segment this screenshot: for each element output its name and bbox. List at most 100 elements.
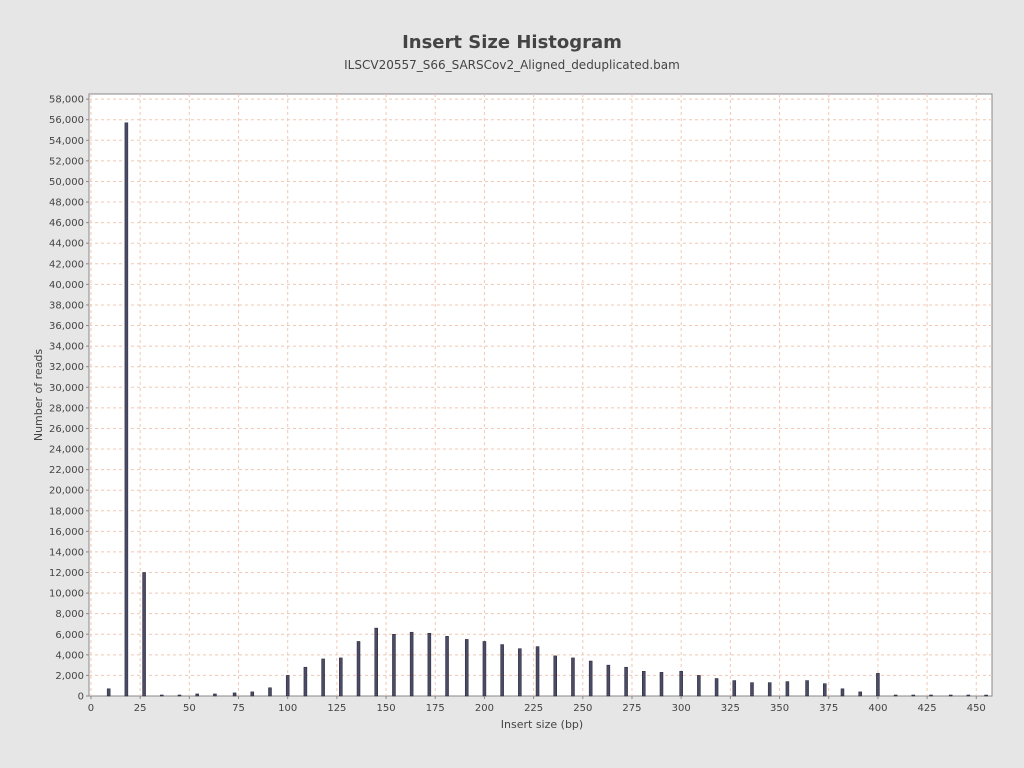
x-tick-label: 425: [918, 703, 937, 714]
x-tick-label: 150: [377, 703, 396, 714]
y-tick-label: 56,000: [49, 115, 84, 126]
y-tick-label: 52,000: [49, 156, 84, 167]
histogram-bar: [785, 681, 790, 697]
histogram-bar: [642, 671, 646, 697]
histogram-bar: [195, 693, 199, 697]
y-tick-label: 4,000: [55, 650, 84, 661]
histogram-bar: [858, 691, 862, 697]
y-tick-label: 54,000: [49, 136, 84, 147]
histogram-bar: [929, 694, 933, 697]
y-tick-label: 44,000: [49, 239, 84, 250]
histogram-bar: [823, 683, 827, 697]
y-tick-label: 40,000: [49, 280, 84, 291]
y-tick-label: 24,000: [49, 445, 84, 456]
bars: [106, 122, 988, 697]
axes: [86, 98, 977, 699]
y-tick-label: 10,000: [49, 589, 84, 600]
histogram-bar: [571, 657, 575, 697]
histogram-bar: [624, 666, 628, 697]
histogram-bar: [840, 688, 845, 697]
histogram-bar: [177, 694, 182, 697]
histogram-bar: [714, 678, 719, 697]
histogram-bar: [948, 694, 953, 697]
y-tick-label: 58,000: [49, 95, 84, 106]
x-tick-label: 400: [868, 703, 887, 714]
y-tick-label: 18,000: [49, 506, 84, 517]
y-tick-label: 0: [78, 692, 84, 703]
histogram-bar: [213, 693, 217, 697]
y-tick-label: 6,000: [55, 630, 84, 641]
histogram-bar: [321, 658, 325, 697]
x-tick-label: 0: [88, 703, 94, 714]
histogram-bar: [876, 673, 880, 697]
y-tick-label: 42,000: [49, 259, 84, 270]
x-tick-label: 200: [475, 703, 494, 714]
x-tick-label: 300: [672, 703, 691, 714]
histogram-bar: [482, 641, 487, 697]
histogram-bar: [966, 694, 971, 697]
y-tick-label: 20,000: [49, 486, 84, 497]
histogram-bar: [409, 631, 414, 697]
histogram-bar: [588, 660, 593, 697]
y-tick-label: 34,000: [49, 342, 84, 353]
chart-title: Insert Size Histogram: [402, 32, 622, 53]
histogram-bar: [911, 694, 916, 697]
tick-labels: 0 2,000 4,000 6,000 8,000 10,000 12,000 14,000 1…: [49, 95, 986, 714]
histogram-bar: [659, 672, 664, 697]
y-tick-label: 14,000: [49, 547, 84, 558]
histogram-bar: [268, 687, 272, 697]
histogram-bar: [339, 657, 343, 697]
histogram-bar: [518, 648, 522, 697]
histogram-bar: [392, 634, 396, 697]
histogram-bar: [767, 682, 772, 697]
histogram-bar: [303, 666, 308, 697]
histogram-bar: [285, 675, 290, 697]
y-tick-label: 16,000: [49, 527, 84, 538]
y-axis-label: Number of reads: [32, 349, 45, 442]
y-tick-label: 2,000: [55, 671, 84, 682]
y-tick-label: 48,000: [49, 198, 84, 209]
chart-subtitle: ILSCV20557_S66_SARSCov2_Aligned_deduplic…: [344, 58, 680, 72]
histogram-bar: [160, 694, 164, 697]
histogram-bar: [464, 639, 469, 697]
plot-area: [88, 93, 993, 697]
histogram-bar: [732, 680, 737, 697]
y-tick-label: 50,000: [49, 177, 84, 188]
y-tick-label: 36,000: [49, 321, 84, 332]
x-tick-label: 225: [524, 703, 543, 714]
y-tick-label: 12,000: [49, 568, 84, 579]
histogram-bar: [893, 694, 898, 697]
x-tick-label: 350: [770, 703, 789, 714]
y-tick-label: 38,000: [49, 300, 84, 311]
y-tick-label: 8,000: [55, 609, 84, 620]
x-tick-label: 25: [134, 703, 147, 714]
y-tick-label: 26,000: [49, 424, 84, 435]
y-tick-label: 28,000: [49, 403, 84, 414]
grid-lines: [89, 94, 992, 696]
y-tick-label: 30,000: [49, 383, 84, 394]
x-tick-label: 450: [967, 703, 986, 714]
x-tick-label: 325: [721, 703, 740, 714]
histogram-bar: [553, 655, 557, 697]
histogram-bar: [750, 682, 754, 697]
histogram-bar: [427, 632, 432, 697]
x-tick-label: 250: [573, 703, 592, 714]
histogram-bar: [374, 627, 378, 697]
x-axis-label: Insert size (bp): [501, 718, 583, 731]
histogram-bar: [250, 691, 255, 697]
y-tick-label: 32,000: [49, 362, 84, 373]
x-tick-label: 125: [327, 703, 346, 714]
y-tick-label: 46,000: [49, 218, 84, 229]
x-tick-label: 75: [232, 703, 245, 714]
histogram-bar: [679, 671, 683, 697]
x-tick-label: 50: [183, 703, 196, 714]
x-tick-label: 375: [819, 703, 838, 714]
histogram-bar: [124, 122, 129, 697]
histogram-bar: [142, 572, 146, 697]
histogram-bar: [606, 664, 611, 697]
histogram-bar: [805, 680, 809, 697]
y-tick-label: 22,000: [49, 465, 84, 476]
histogram-bar: [500, 644, 504, 697]
histogram-bar: [535, 646, 540, 697]
